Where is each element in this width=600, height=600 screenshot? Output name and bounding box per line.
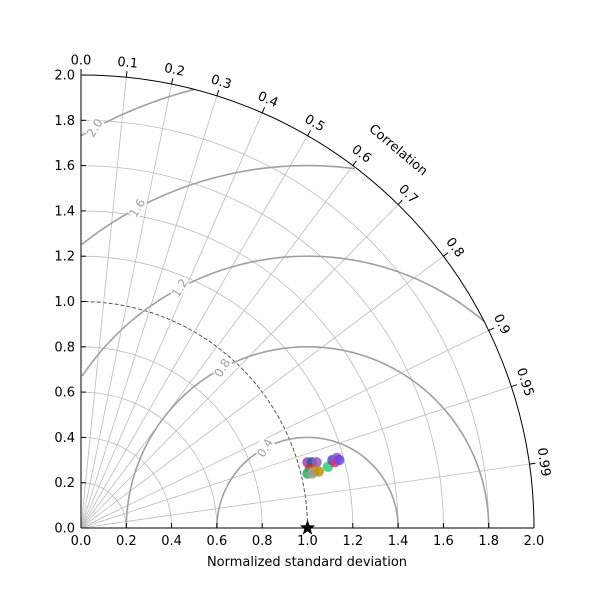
correlation-tick-label: 0.6 — [348, 142, 374, 166]
rms-contour-label-bg — [253, 436, 275, 459]
y-tick-label: 0.6 — [54, 386, 75, 401]
y-tick-label: 1.6 — [54, 159, 75, 174]
x-axis-label: Normalized standard deviation — [207, 555, 407, 570]
data-point — [313, 466, 324, 477]
correlation-grid-line — [80, 463, 530, 529]
rms-contour-label-bg — [210, 356, 233, 379]
correlation-tick-label: 0.9 — [490, 312, 513, 337]
x-tick-label: 0.6 — [207, 534, 228, 549]
correlation-tick-label: 0.0 — [71, 54, 92, 69]
correlation-tick — [125, 71, 128, 78]
correlation-tick — [511, 384, 518, 388]
x-tick-label: 0.0 — [71, 534, 92, 549]
rms-contour-label-bg — [83, 116, 105, 139]
correlation-grid-line — [80, 135, 308, 529]
rms-contour-label: 2.0 — [84, 116, 106, 140]
y-tick-label: 0.4 — [54, 431, 75, 446]
correlation-grid-line — [80, 386, 512, 529]
rms-contour-label-group: 2.0 — [83, 116, 106, 140]
std-grid-arc — [80, 210, 399, 529]
correlation-tick — [529, 462, 536, 465]
std-grid-arc — [80, 165, 444, 529]
rms-contour — [81, 255, 485, 377]
correlation-tick-label: 0.99 — [534, 447, 553, 478]
correlation-grid-line — [80, 330, 489, 529]
rms-contour-label: 1.6 — [126, 196, 148, 220]
y-tick-label: 1.4 — [54, 204, 75, 219]
y-tick-label: 1.8 — [54, 114, 75, 129]
rms-contour-label: 0.4 — [254, 436, 276, 460]
correlation-grid-line — [80, 165, 354, 529]
correlation-tick — [443, 252, 449, 257]
y-tick-label: 0.2 — [54, 476, 75, 491]
x-tick-label: 0.4 — [161, 534, 182, 549]
x-tick-label: 1.0 — [297, 534, 318, 549]
reference-std-arc — [80, 301, 308, 529]
rms-contour — [81, 164, 355, 246]
std-grid-arc — [80, 255, 354, 529]
points-layer — [299, 452, 345, 535]
correlation-tick-label: 0.5 — [302, 112, 327, 135]
x-tick-label: 0.2 — [116, 534, 137, 549]
correlation-tick-label: 0.1 — [117, 55, 139, 72]
correlation-tick — [307, 130, 311, 136]
y-tick-label: 0.0 — [54, 522, 75, 537]
correlation-tick-label: 0.2 — [163, 61, 186, 80]
correlation-tick — [261, 107, 266, 114]
correlation-axis-label: Correlation — [366, 122, 431, 180]
rms-contour-label-group: 0.4 — [253, 436, 276, 460]
x-tick-label: 2.0 — [524, 534, 545, 549]
y-tick-label: 1.2 — [54, 250, 75, 265]
data-point — [334, 454, 345, 466]
x-tick-label: 1.6 — [433, 534, 454, 549]
x-tick-label: 0.8 — [252, 534, 273, 549]
outer-arc — [80, 74, 535, 529]
correlation-grid-line — [80, 95, 218, 529]
correlation-tick-label: 0.4 — [255, 89, 280, 111]
correlation-tick — [488, 327, 495, 331]
x-tick-label: 1.4 — [388, 534, 409, 549]
std-grid-arc — [80, 346, 263, 529]
correlation-tick — [397, 199, 403, 205]
correlation-grid-line — [80, 77, 127, 529]
rms-contour — [216, 436, 399, 528]
y-tick-label: 0.8 — [54, 340, 75, 355]
rms-contour-label-bg — [168, 276, 190, 299]
reference-star-marker — [299, 520, 316, 535]
correlation-tick-label: 0.95 — [513, 366, 536, 398]
x-tick-label: 1.8 — [478, 534, 499, 549]
rms-contour-label-group: 1.2 — [168, 276, 191, 300]
correlation-tick-label: 0.3 — [209, 72, 233, 93]
data-point — [311, 457, 322, 468]
correlation-grid-line — [80, 255, 444, 529]
std-grid-arc — [80, 482, 127, 529]
rms-contour-label-bg — [125, 196, 148, 219]
correlation-grid-line — [80, 112, 263, 529]
rms-contour-label: 1.2 — [169, 276, 191, 300]
correlation-tick — [171, 78, 174, 85]
correlation-tick-label: 0.8 — [442, 235, 466, 261]
correlation-tick — [216, 89, 220, 97]
y-tick-label: 2.0 — [54, 69, 75, 84]
rms-contour-layer: 0.4 0.8 1.2 1.6 2.0 — [80, 88, 490, 529]
std-grid-arc — [80, 119, 490, 529]
correlation-tick — [352, 160, 357, 166]
std-grid-arc — [80, 391, 218, 529]
rms-contour — [125, 345, 490, 529]
x-tick-label: 1.2 — [342, 534, 363, 549]
y-tick-label: 1.0 — [54, 295, 75, 310]
correlation-grid-line — [80, 84, 172, 529]
